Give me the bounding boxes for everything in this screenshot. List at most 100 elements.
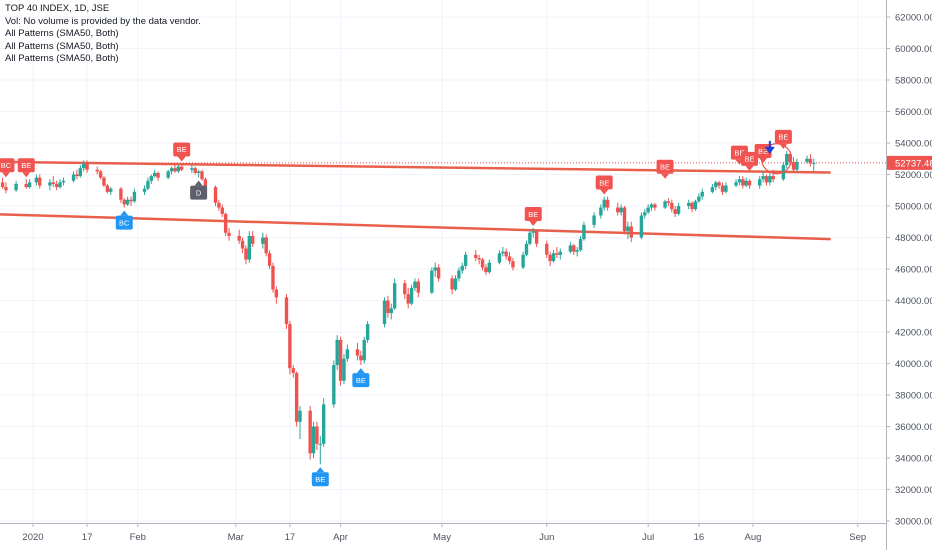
candle-body xyxy=(338,339,343,381)
candle-body xyxy=(291,368,295,373)
x-tick-label: Apr xyxy=(333,532,348,543)
candle-body xyxy=(416,281,421,293)
candle-body xyxy=(619,207,623,213)
candle-body xyxy=(676,206,681,214)
candle-body xyxy=(311,426,316,454)
candle-body xyxy=(507,256,512,262)
candle-body xyxy=(196,171,201,173)
pattern-label-text: BE xyxy=(356,376,366,385)
pattern-label-text: BC xyxy=(1,161,12,170)
candle-body xyxy=(457,270,461,279)
pattern-label-bull[interactable]: BE xyxy=(311,467,329,487)
candle-body xyxy=(240,240,245,249)
pattern-label-pointer xyxy=(194,180,203,186)
candle-body xyxy=(24,183,28,188)
pattern-label-text: BC xyxy=(119,218,130,227)
candle-body xyxy=(511,261,515,268)
candle-body xyxy=(267,253,272,266)
candle-body xyxy=(142,188,147,192)
candle-body xyxy=(61,180,66,183)
pattern-label-text: D xyxy=(196,188,202,197)
candle-body xyxy=(146,180,150,189)
candle-body xyxy=(768,176,772,183)
candle-body xyxy=(389,308,393,314)
pattern-label-pointer xyxy=(661,173,670,179)
pattern-label-bear[interactable]: BE xyxy=(173,142,191,162)
candle-body xyxy=(673,209,677,214)
trendline[interactable] xyxy=(0,160,831,174)
study-legend-1[interactable]: All Patterns (SMA50, Both) xyxy=(5,28,119,40)
pattern-label-box xyxy=(311,472,329,487)
candle-body xyxy=(639,215,644,238)
x-tick-label: Sep xyxy=(849,532,866,543)
pattern-label-box xyxy=(352,373,370,388)
candle-body xyxy=(663,201,667,208)
pattern-label-bear[interactable]: BE xyxy=(595,175,613,195)
candle-body xyxy=(758,179,762,186)
pattern-label-bear[interactable]: BE xyxy=(774,129,792,149)
candle-body xyxy=(497,253,502,263)
pattern-label-box xyxy=(774,129,792,144)
down-arrow-icon[interactable] xyxy=(764,140,775,154)
candle-body xyxy=(274,289,279,298)
y-tick-label: 48000.00 xyxy=(895,233,932,244)
study-legend-3[interactable]: All Patterns (SMA50, Both) xyxy=(5,53,119,65)
pattern-label-pointer xyxy=(600,189,609,195)
pattern-label-pointer xyxy=(759,158,768,164)
y-tick-label: 60000.00 xyxy=(895,44,932,55)
candle-body xyxy=(392,283,397,309)
candle-body xyxy=(105,185,110,192)
candle-body xyxy=(697,196,701,202)
candle-body xyxy=(616,207,620,213)
candle-body xyxy=(737,179,742,183)
highlight-circle[interactable] xyxy=(760,143,793,175)
candle-body xyxy=(460,265,464,271)
candle-body xyxy=(480,259,485,268)
candle-body xyxy=(487,262,491,273)
candle-body xyxy=(808,158,813,164)
symbol-title[interactable]: TOP 40 INDEX, 1D, JSE xyxy=(5,3,110,14)
candle-body xyxy=(169,168,174,172)
pattern-label-text: BE xyxy=(745,155,755,164)
candle-body xyxy=(318,443,322,445)
candle-body xyxy=(528,232,532,244)
pattern-label-bear[interactable]: BC xyxy=(0,158,15,178)
pattern-label-bear[interactable]: BE xyxy=(17,158,35,178)
candle-body xyxy=(78,168,83,177)
pattern-label-doji[interactable]: D xyxy=(190,180,208,200)
pattern-label-pointer xyxy=(316,467,325,473)
y-tick-label: 52000.00 xyxy=(895,170,932,181)
candle-body xyxy=(734,182,738,186)
pattern-label-bull[interactable]: BE xyxy=(352,368,370,388)
x-tick-label: May xyxy=(433,532,451,543)
candle-body xyxy=(359,355,363,361)
candle-body xyxy=(85,163,89,170)
candle-body xyxy=(430,270,434,293)
candle-body xyxy=(98,171,103,178)
chart-grid xyxy=(0,0,886,523)
candle-body xyxy=(152,172,157,177)
candle-body xyxy=(582,224,586,240)
candle-body xyxy=(599,207,603,216)
candle-body xyxy=(342,358,346,381)
y-tick-label: 38000.00 xyxy=(895,391,932,402)
study-legend-2[interactable]: All Patterns (SMA50, Both) xyxy=(5,40,119,52)
candle-body xyxy=(717,182,721,186)
candle-body xyxy=(592,215,596,225)
y-tick-label: 50000.00 xyxy=(895,202,932,213)
pattern-label-bear[interactable]: BE xyxy=(656,159,674,179)
pattern-label-bear[interactable]: BE xyxy=(524,207,542,227)
candle-body xyxy=(247,235,252,260)
candle-body xyxy=(200,171,204,180)
trendline[interactable] xyxy=(0,213,831,241)
last-price-tag-bg xyxy=(887,155,932,170)
y-tick-label: 58000.00 xyxy=(895,76,932,87)
candle-body xyxy=(744,180,748,186)
pattern-label-bull[interactable]: BC xyxy=(115,210,133,230)
y-tick-label: 54000.00 xyxy=(895,139,932,150)
candle-body xyxy=(203,179,208,188)
candle-body xyxy=(332,365,336,405)
pattern-label-bear[interactable]: BE xyxy=(741,151,759,171)
y-tick-label: 30000.00 xyxy=(895,517,932,528)
